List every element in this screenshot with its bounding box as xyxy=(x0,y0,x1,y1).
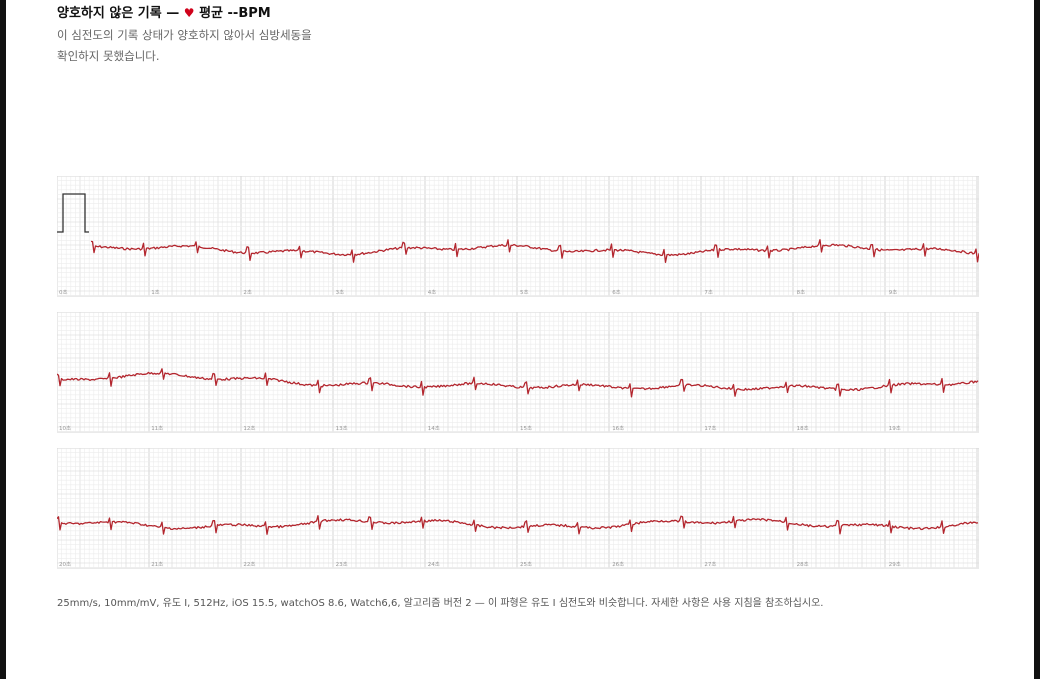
time-label: 12초 xyxy=(243,425,255,432)
time-label: 9초 xyxy=(889,289,898,296)
time-label: 24초 xyxy=(428,561,440,568)
description-line-2: 확인하지 못했습니다. xyxy=(57,49,160,63)
time-label: 6초 xyxy=(612,289,621,296)
time-label: 11초 xyxy=(151,425,163,432)
time-label: 1초 xyxy=(151,289,160,296)
time-label: 28초 xyxy=(797,561,809,568)
recording-description: 이 심전도의 기록 상태가 양호하지 않아서 심방세동을 확인하지 못했습니다. xyxy=(57,25,377,67)
time-label: 27초 xyxy=(704,561,716,568)
time-label: 14초 xyxy=(428,425,440,432)
time-label: 15초 xyxy=(520,425,532,432)
ecg-strip-1-chart: 0초 1초 2초 3초 4초 5초 6초 7초 8초 9초 xyxy=(57,176,979,297)
time-label: 5초 xyxy=(520,289,529,296)
time-label: 13초 xyxy=(336,425,348,432)
ecg-strip-1: 0초 1초 2초 3초 4초 5초 6초 7초 8초 9초 xyxy=(57,176,979,300)
time-label: 26초 xyxy=(612,561,624,568)
ecg-strip-3-chart: 20초 21초 22초 23초 24초 25초 26초 27초 28초 29초 xyxy=(57,448,979,569)
ecg-trace xyxy=(57,368,979,398)
ecg-trace xyxy=(90,239,979,264)
ecg-strip-3: 20초 21초 22초 23초 24초 25초 26초 27초 28초 29초 xyxy=(57,448,979,572)
time-label: 3초 xyxy=(336,289,345,296)
time-label: 23초 xyxy=(336,561,348,568)
ecg-trace xyxy=(57,515,979,535)
time-label: 20초 xyxy=(59,561,71,568)
grid-lines xyxy=(57,176,979,296)
time-label: 17초 xyxy=(704,425,716,432)
ecg-strip-2-chart: 10초 11초 12초 13초 14초 15초 16초 17초 18초 19초 xyxy=(57,312,979,433)
page-title: 양호하지 않은 기록 — ♥ 평균 --BPM xyxy=(57,4,377,23)
time-label: 7초 xyxy=(704,289,713,296)
time-label: 18초 xyxy=(797,425,809,432)
time-label: 10초 xyxy=(59,425,71,432)
grid-lines xyxy=(57,448,979,568)
calibration-pulse xyxy=(57,193,89,233)
time-label: 21초 xyxy=(151,561,163,568)
recording-footer: 25mm/s, 10mm/mV, 유도 I, 512Hz, iOS 15.5, … xyxy=(57,598,824,609)
window-border-right xyxy=(1034,0,1040,679)
time-label: 19초 xyxy=(889,425,901,432)
time-label: 4초 xyxy=(428,289,437,296)
time-label: 16초 xyxy=(612,425,624,432)
time-label: 25초 xyxy=(520,561,532,568)
time-label: 2초 xyxy=(243,289,252,296)
title-prefix: 양호하지 않은 기록 — xyxy=(57,6,184,21)
ecg-header: 양호하지 않은 기록 — ♥ 평균 --BPM 이 심전도의 기록 상태가 양호… xyxy=(57,4,377,67)
description-line-1: 이 심전도의 기록 상태가 양호하지 않아서 심방세동을 xyxy=(57,28,312,42)
window-border-left xyxy=(0,0,6,679)
time-label: 29초 xyxy=(889,561,901,568)
time-label: 22초 xyxy=(243,561,255,568)
ecg-strip-2: 10초 11초 12초 13초 14초 15초 16초 17초 18초 19초 xyxy=(57,312,979,436)
heart-icon: ♥ xyxy=(183,6,195,20)
time-label: 8초 xyxy=(797,289,806,296)
grid-lines xyxy=(57,312,979,432)
title-suffix: 평균 --BPM xyxy=(194,6,271,21)
time-label: 0초 xyxy=(59,289,68,296)
